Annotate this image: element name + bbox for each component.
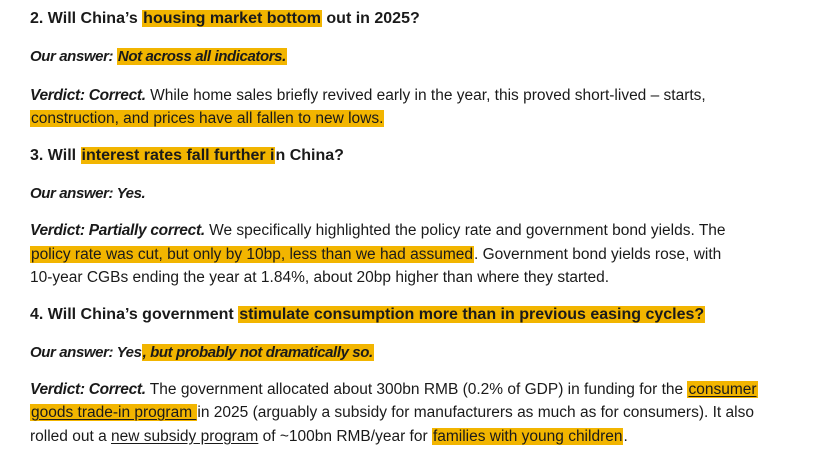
question-2-heading: 2. Will China’s housing market bottom ou…: [30, 9, 420, 29]
question-3-verdict-line3: 10-year CGBs ending the year at 1.84%, a…: [30, 269, 610, 286]
trade-in-program-link[interactable]: goods trade-in program: [30, 404, 198, 421]
q4-heading-pre: 4. Will China’s government: [30, 306, 239, 323]
q2-verdict-highlight: construction, and prices have all fallen…: [30, 110, 385, 127]
q2-answer-label: Our answer:: [30, 48, 117, 65]
q4-heading-highlight: stimulate consumption more than in previ…: [238, 306, 706, 323]
q2-heading-pre: 2. Will China’s: [30, 10, 143, 27]
question-4-answer: Our answer: Yes, but probably not dramat…: [30, 343, 374, 363]
q4-verdict-text1: The government allocated about 300bn RMB…: [145, 381, 688, 398]
q3-verdict-text1: We specifically highlighted the policy r…: [204, 222, 726, 239]
q4-verdict-label: Verdict: Correct.: [30, 381, 146, 398]
q3-heading-pre: 3. Will: [30, 147, 81, 164]
q3-verdict-label: Verdict: Partially correct.: [30, 222, 205, 239]
question-4-verdict-line3: rolled out a new subsidy program of ~100…: [30, 427, 628, 447]
q2-verdict-text1: While home sales briefly revived early i…: [145, 87, 706, 104]
question-2-answer: Our answer: Not across all indicators.: [30, 47, 287, 67]
q2-verdict-label: Verdict: Correct.: [30, 87, 146, 104]
q3-verdict-text2: . Government bond yields rose, with: [474, 246, 722, 263]
question-3-answer: Our answer: Yes.: [30, 185, 146, 202]
question-2-verdict-line1: Verdict: Correct. While home sales brief…: [30, 86, 706, 106]
consumer-trade-in-link[interactable]: consumer: [687, 381, 758, 398]
q3-heading-post: n China?: [275, 147, 344, 164]
q4-answer-label: Our answer: Yes: [30, 344, 142, 361]
q3-verdict-highlight: policy rate was cut, but only by 10bp, l…: [30, 246, 474, 263]
q3-heading-highlight: interest rates fall further i: [80, 147, 276, 164]
q2-heading-post: out in 2025?: [321, 10, 420, 27]
question-3-verdict-line1: Verdict: Partially correct. We specifica…: [30, 221, 726, 241]
q4-verdict-text3: rolled out a: [30, 428, 111, 445]
q2-heading-highlight: housing market bottom: [142, 10, 322, 27]
q4-verdict-text5: .: [623, 428, 628, 445]
q4-verdict-highlight: families with young children: [431, 428, 624, 445]
question-3-verdict-line2: policy rate was cut, but only by 10bp, l…: [30, 245, 721, 265]
q2-answer-highlight: Not across all indicators.: [116, 48, 287, 65]
q4-verdict-text2: in 2025 (arguably a subsidy for manufact…: [197, 404, 754, 421]
question-4-verdict-line2: goods trade-in program in 2025 (arguably…: [30, 403, 754, 423]
new-subsidy-program-link[interactable]: new subsidy program: [111, 428, 259, 445]
q4-verdict-text4: of ~100bn RMB/year for: [258, 428, 432, 445]
question-2-verdict-line2: construction, and prices have all fallen…: [30, 109, 385, 129]
q4-answer-highlight: , but probably not dramatically so.: [141, 344, 374, 361]
question-3-heading: 3. Will interest rates fall further in C…: [30, 146, 344, 166]
question-4-verdict-line1: Verdict: Correct. The government allocat…: [30, 380, 758, 400]
question-4-heading: 4. Will China’s government stimulate con…: [30, 305, 706, 325]
